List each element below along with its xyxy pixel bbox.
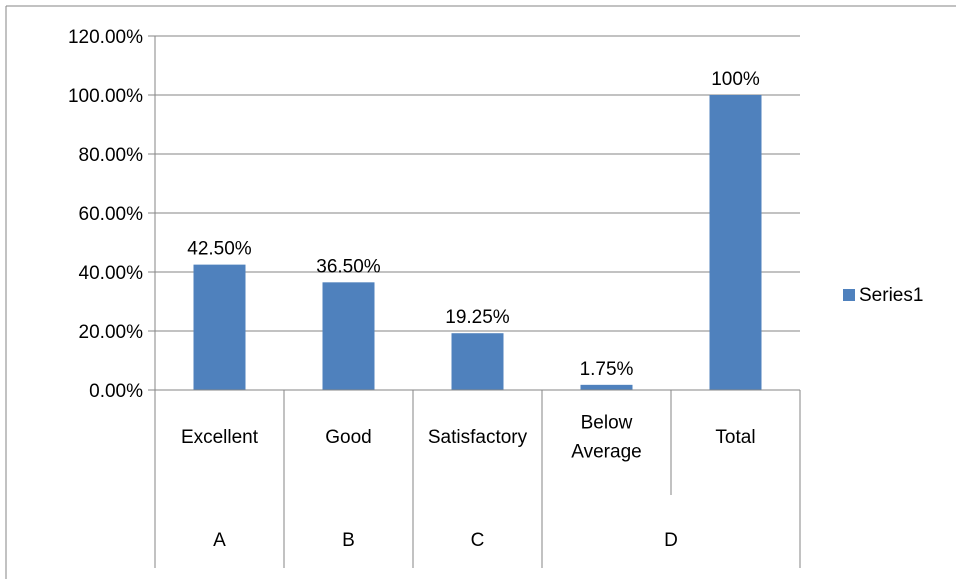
group-label: A bbox=[213, 530, 226, 551]
category-label: Good bbox=[325, 427, 371, 448]
legend-label: Series1 bbox=[859, 285, 923, 306]
y-tick-label: 60.00% bbox=[79, 204, 144, 225]
bar bbox=[580, 384, 633, 390]
y-tick-label: 80.00% bbox=[79, 145, 144, 166]
y-tick-label: 100.00% bbox=[68, 86, 143, 107]
data-label: 36.50% bbox=[316, 256, 381, 277]
group-label: B bbox=[342, 530, 355, 551]
bar bbox=[451, 333, 504, 390]
bar bbox=[193, 264, 246, 390]
category-label: Average bbox=[571, 442, 641, 463]
group-label: C bbox=[471, 530, 485, 551]
y-tick-label: 20.00% bbox=[79, 322, 144, 343]
data-label: 42.50% bbox=[187, 239, 252, 260]
y-tick-label: 40.00% bbox=[79, 263, 144, 284]
data-label: 19.25% bbox=[445, 307, 510, 328]
category-label: Total bbox=[715, 427, 755, 448]
y-tick-label: 0.00% bbox=[89, 381, 143, 402]
data-label: 100% bbox=[711, 69, 760, 90]
bar bbox=[709, 95, 762, 390]
legend-swatch bbox=[843, 289, 855, 301]
group-label: D bbox=[664, 530, 678, 551]
category-label: Excellent bbox=[181, 427, 259, 448]
bar bbox=[322, 282, 375, 390]
category-label: Satisfactory bbox=[428, 427, 528, 448]
category-label: Below bbox=[581, 413, 633, 434]
data-label: 1.75% bbox=[580, 359, 634, 380]
y-tick-label: 120.00% bbox=[68, 27, 143, 48]
